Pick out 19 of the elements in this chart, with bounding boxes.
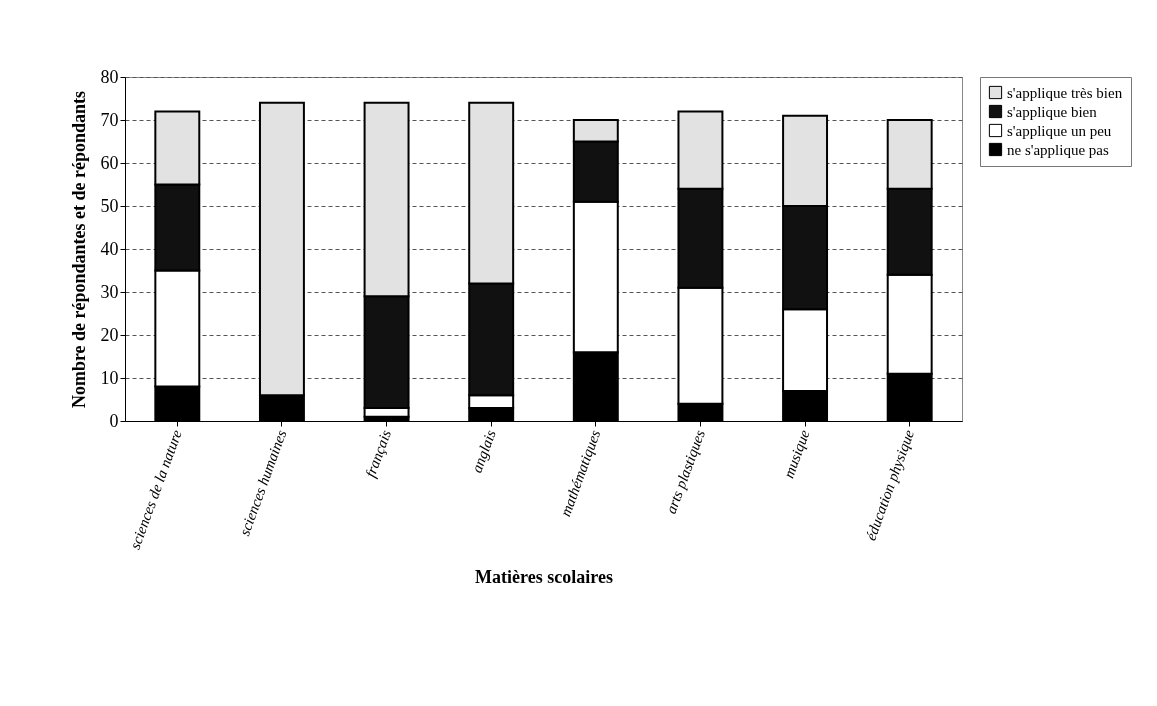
y-tick-label: 60 (100, 152, 119, 173)
y-tick-label: 80 (100, 66, 119, 87)
x-tick-label: musique (780, 427, 813, 481)
legend-label: ne s'applique pas (1007, 141, 1110, 158)
y-tick-label: 40 (100, 238, 119, 259)
x-tick-label: sciences de la nature (126, 427, 185, 552)
legend-label: s'applique un peu (1007, 122, 1112, 139)
x-tick-label: français (362, 427, 395, 480)
y-axis-title: Nombre de répondantes et de répondants (68, 90, 89, 409)
y-tick-label: 50 (100, 195, 119, 216)
y-tick-label: 10 (100, 367, 119, 388)
y-tick-label: 0 (109, 410, 119, 431)
legend-label: s'applique très bien (1007, 84, 1123, 101)
y-tick-label: 20 (100, 324, 119, 345)
y-tick-label: 30 (100, 281, 119, 302)
x-tick-label: anglais (468, 427, 499, 475)
y-tick-label: 70 (100, 109, 119, 130)
x-axis-title: Matières scolaires (475, 567, 613, 588)
legend-label: s'applique bien (1007, 103, 1098, 120)
